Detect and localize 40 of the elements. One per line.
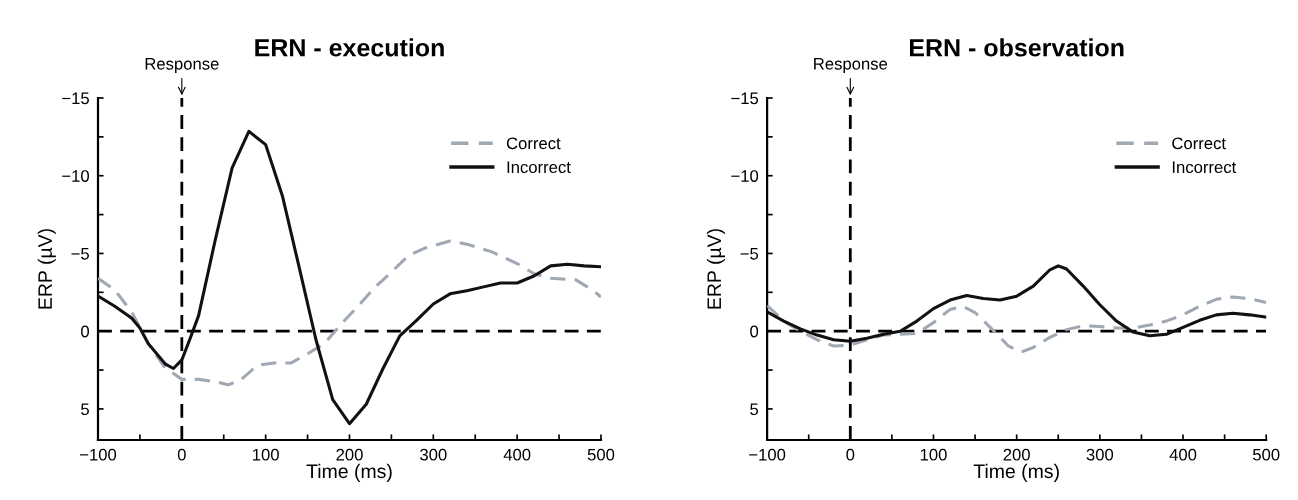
y-tick-label: −5 <box>71 248 89 260</box>
legend-label: Incorrect <box>1172 161 1237 174</box>
x-tick-label: −100 <box>80 448 117 461</box>
legend-label: Correct <box>506 137 561 150</box>
x-tick-label: 100 <box>253 448 279 461</box>
chart-title: ERN - execution <box>255 38 444 57</box>
y-tick-label: 5 <box>750 403 759 416</box>
y-tick-label: −5 <box>740 248 759 260</box>
x-axis-title: Time (ms) <box>973 463 1059 482</box>
x-axis-title: Time (ms) <box>306 463 392 482</box>
y-axis-title: ERP (µV) <box>706 229 725 309</box>
x-tick-label: 0 <box>846 448 855 461</box>
line-series <box>98 239 601 387</box>
ref-line-label: Response <box>814 58 888 73</box>
x-tick-label: 300 <box>1086 448 1114 461</box>
x-tick-label: −100 <box>749 448 786 461</box>
ref-line-label: Response <box>145 58 219 73</box>
y-tick-label: 0 <box>81 325 90 338</box>
x-tick-label: 200 <box>1003 448 1030 461</box>
y-tick-label: 0 <box>750 325 759 338</box>
x-tick-label: 300 <box>420 448 447 461</box>
chart-title: ERN - observation <box>909 38 1124 57</box>
line-series <box>98 129 601 426</box>
y-tick-label: −10 <box>62 170 90 182</box>
x-tick-label: 500 <box>1252 448 1280 461</box>
x-tick-label: 200 <box>336 448 363 461</box>
x-tick-label: 100 <box>920 448 947 461</box>
y-tick-label: −15 <box>731 92 759 105</box>
line-series <box>767 295 1267 354</box>
line-series <box>767 264 1267 343</box>
x-tick-label: 400 <box>503 448 531 461</box>
x-tick-label: 500 <box>587 448 615 461</box>
y-tick-label: −10 <box>731 170 759 182</box>
x-tick-label: 400 <box>1169 448 1197 461</box>
y-tick-label: −15 <box>62 92 89 105</box>
y-tick-label: 5 <box>81 403 89 416</box>
x-tick-label: 0 <box>177 448 186 461</box>
legend-label: Incorrect <box>507 161 571 174</box>
legend-label: Correct <box>1172 137 1226 150</box>
y-axis-title: ERP (µV) <box>37 229 56 309</box>
